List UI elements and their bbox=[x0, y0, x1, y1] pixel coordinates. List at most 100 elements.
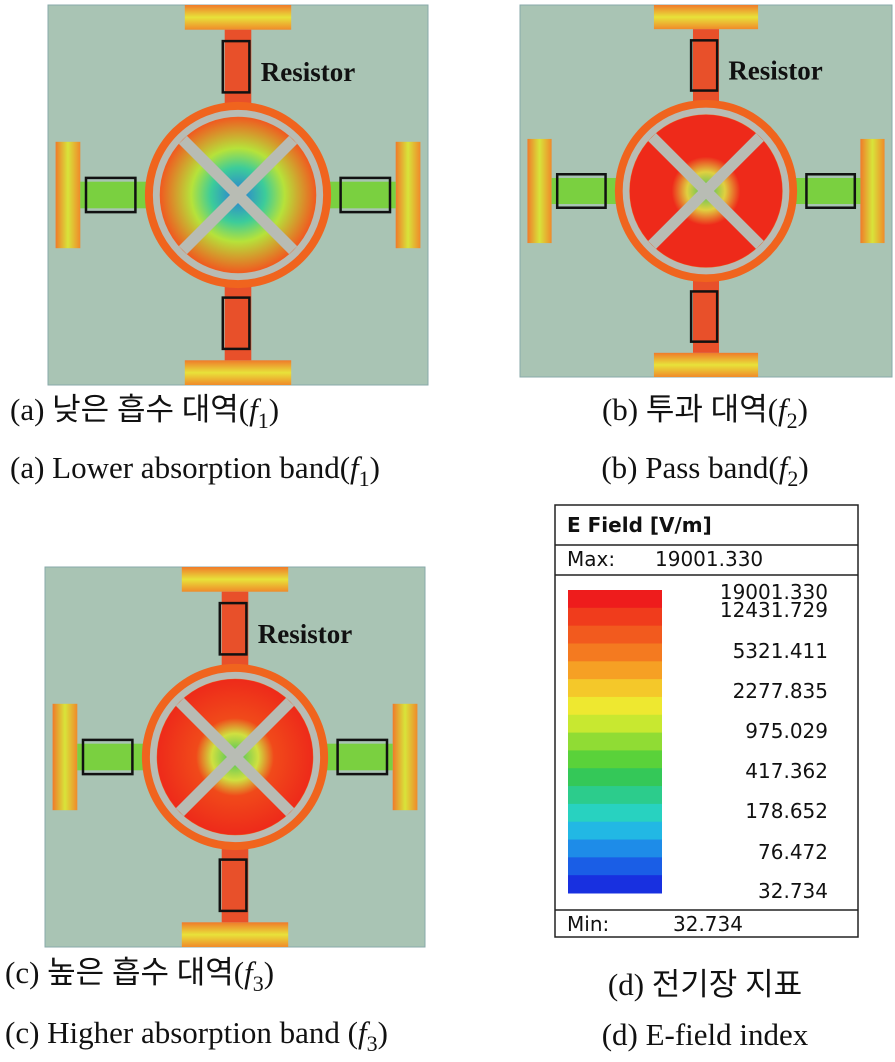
legend-level: 417.362 bbox=[745, 759, 828, 783]
port-bar bbox=[392, 703, 418, 811]
color-band bbox=[568, 661, 662, 680]
color-band bbox=[568, 696, 662, 716]
resistor-box bbox=[221, 39, 251, 94]
color-band bbox=[568, 803, 662, 823]
cross-arm bbox=[178, 135, 298, 255]
legend-level: 12431.729 bbox=[720, 598, 828, 622]
ring-gap bbox=[152, 109, 324, 281]
legend-max-label: Max: bbox=[567, 547, 615, 571]
panel-caption: (a) 낮은 흡수 대역(f1) bbox=[10, 392, 279, 433]
panel-caption: (c) Higher absorption band (f3) bbox=[5, 1015, 388, 1056]
caption-text: ) bbox=[798, 450, 808, 485]
color-band bbox=[568, 625, 662, 644]
port-bar bbox=[181, 922, 289, 947]
field-panel: Resistor bbox=[47, 4, 429, 386]
port-bar bbox=[527, 138, 552, 244]
panel-caption: (a) Lower absorption band(f1) bbox=[10, 450, 380, 491]
feed-line bbox=[77, 743, 154, 771]
resistor-box bbox=[555, 173, 607, 209]
ring-gap bbox=[149, 671, 321, 843]
color-band bbox=[568, 607, 662, 627]
resistor-box bbox=[339, 176, 392, 214]
port-bar bbox=[184, 5, 292, 30]
feed-line bbox=[316, 743, 393, 771]
resistor-box bbox=[689, 39, 719, 92]
legend-level: 178.652 bbox=[745, 799, 828, 823]
legend-level: 19001.330 bbox=[720, 580, 828, 604]
resistor-box bbox=[218, 601, 248, 656]
legend-level: 975.029 bbox=[745, 719, 828, 743]
caption-text: ) bbox=[370, 450, 380, 485]
caption-text: (c) 높은 흡수 대역( bbox=[5, 955, 244, 990]
cross-arm bbox=[175, 697, 295, 817]
feed-line bbox=[785, 177, 861, 205]
caption-text: (b) Pass band( bbox=[601, 450, 778, 485]
port-bar bbox=[55, 141, 81, 249]
color-band bbox=[568, 643, 662, 662]
legend-min-value: 32.734 bbox=[673, 912, 743, 936]
resistor-box bbox=[81, 738, 134, 776]
caption-text: ) bbox=[798, 392, 808, 427]
caption-text: (a) 낮은 흡수 대역( bbox=[10, 392, 249, 427]
caption-subscript: 3 bbox=[253, 971, 264, 996]
legend-caption-en: (d) E-field index bbox=[602, 1017, 809, 1052]
color-band bbox=[568, 768, 662, 787]
color-band bbox=[568, 786, 662, 805]
feed-line bbox=[80, 181, 157, 209]
port-bar bbox=[52, 703, 78, 811]
resistor-box bbox=[84, 176, 137, 214]
legend-level: 5321.411 bbox=[733, 639, 828, 663]
field-panel: Resistor bbox=[44, 566, 426, 948]
resistor-box bbox=[221, 296, 251, 351]
color-band bbox=[568, 875, 662, 894]
legend-title: E Field [V/m] bbox=[567, 513, 712, 537]
caption-text: ) bbox=[378, 1015, 388, 1050]
port-bar bbox=[653, 352, 759, 377]
color-band bbox=[568, 732, 662, 751]
legend-level: 2277.835 bbox=[733, 679, 828, 703]
color-band bbox=[568, 714, 662, 734]
cross-arm bbox=[648, 133, 764, 249]
legend-min-label: Min: bbox=[567, 912, 609, 936]
port-bar bbox=[860, 138, 885, 244]
panel-caption: (c) 높은 흡수 대역(f3) bbox=[5, 955, 274, 996]
legend-level: 32.734 bbox=[758, 879, 828, 903]
feed-line bbox=[551, 177, 627, 205]
panel-caption: (b) 투과 대역(f2) bbox=[602, 392, 808, 433]
color-band bbox=[568, 821, 662, 841]
caption-text: (a) Lower absorption band( bbox=[10, 450, 350, 485]
resistor-box bbox=[689, 290, 719, 343]
port-bar bbox=[653, 5, 759, 30]
color-band bbox=[568, 590, 662, 609]
caption-subscript: 2 bbox=[787, 408, 798, 433]
legend-caption-ko: (d) 전기장 지표 bbox=[608, 967, 802, 1002]
legend: E Field [V/m] Max: 19001.330 Min: 32.734… bbox=[554, 504, 859, 1052]
caption-text: (c) Higher absorption band ( bbox=[5, 1015, 358, 1050]
panel-caption: (b) Pass band(f2) bbox=[601, 450, 808, 491]
resistor-box bbox=[805, 173, 857, 209]
color-band bbox=[568, 839, 662, 858]
port-bar bbox=[181, 567, 289, 592]
port-bar bbox=[184, 360, 292, 385]
caption-text: ) bbox=[269, 392, 279, 427]
color-band bbox=[568, 750, 662, 769]
field-panel: Resistor bbox=[519, 4, 893, 378]
resistor-label: Resistor bbox=[728, 55, 822, 85]
feed-line bbox=[319, 181, 396, 209]
caption-subscript: 2 bbox=[787, 466, 798, 491]
resistor-label: Resistor bbox=[258, 619, 352, 649]
caption-text: ) bbox=[264, 955, 274, 990]
caption-text: (b) 투과 대역( bbox=[602, 392, 778, 427]
legend-level: 76.472 bbox=[758, 840, 828, 864]
resistor-box bbox=[218, 858, 248, 913]
legend-max-value: 19001.330 bbox=[655, 547, 763, 571]
port-bar bbox=[395, 141, 421, 249]
caption-subscript: 3 bbox=[367, 1031, 378, 1056]
color-band bbox=[568, 679, 662, 698]
resistor-box bbox=[336, 738, 389, 776]
caption-subscript: 1 bbox=[258, 408, 269, 433]
ring-gap bbox=[622, 107, 790, 275]
caption-subscript: 1 bbox=[359, 466, 370, 491]
